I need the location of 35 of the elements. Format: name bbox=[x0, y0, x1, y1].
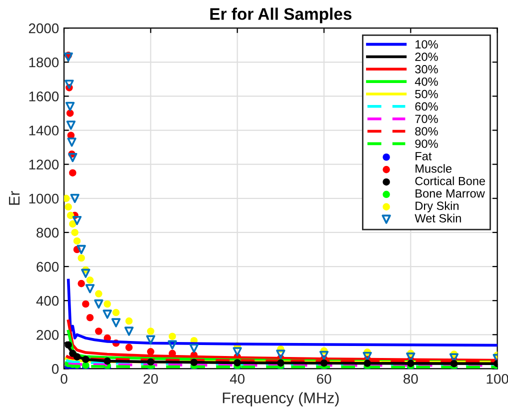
legend-label: 70% bbox=[415, 114, 438, 124]
y-tick-label: 1600 bbox=[29, 92, 59, 102]
y-tick-label: 600 bbox=[36, 262, 59, 272]
y-tick-label: 800 bbox=[36, 228, 59, 238]
legend-label: Bone Marrow bbox=[416, 189, 485, 198]
legend-label: 60% bbox=[415, 102, 438, 111]
y-tick-label: 1800 bbox=[29, 57, 59, 68]
y-tick-label: 2000 bbox=[28, 23, 59, 34]
x-tick-label: 40 bbox=[230, 374, 245, 384]
y-axis-title: Er bbox=[9, 191, 20, 205]
x-tick-label: 20 bbox=[144, 374, 158, 384]
legend-label: 50% bbox=[415, 90, 438, 98]
legend-label: Dry Skin bbox=[416, 201, 458, 212]
legend-label: 80% bbox=[415, 127, 438, 136]
x-tick-label: 100 bbox=[486, 374, 508, 384]
legend-label: Cortical Bone bbox=[415, 176, 486, 186]
legend-label: 10% bbox=[416, 40, 438, 49]
legend-label: 40% bbox=[414, 77, 438, 86]
legend-label: 20% bbox=[415, 52, 438, 61]
chart-title: Er for All Samples bbox=[210, 8, 352, 24]
x-tick-label: 80 bbox=[404, 374, 418, 384]
y-tick-label: 400 bbox=[36, 296, 59, 306]
x-tick-label: 0 bbox=[60, 374, 68, 384]
y-tick-label: 200 bbox=[36, 330, 59, 340]
x-axis-title: Frequency (MHz) bbox=[222, 392, 339, 406]
legend-label: Fat bbox=[416, 152, 432, 160]
legend-label: 90% bbox=[415, 140, 438, 148]
y-tick-label: 1000 bbox=[29, 194, 59, 204]
legend-label: 30% bbox=[415, 65, 438, 74]
x-tick-label: 60 bbox=[316, 374, 332, 384]
legend-label: Muscle bbox=[416, 164, 452, 173]
y-tick-label: 0 bbox=[52, 364, 59, 374]
legend-label: Wet Skin bbox=[414, 214, 461, 222]
y-tick-label: 1200 bbox=[29, 160, 59, 170]
y-tick-label: 1400 bbox=[29, 126, 59, 136]
